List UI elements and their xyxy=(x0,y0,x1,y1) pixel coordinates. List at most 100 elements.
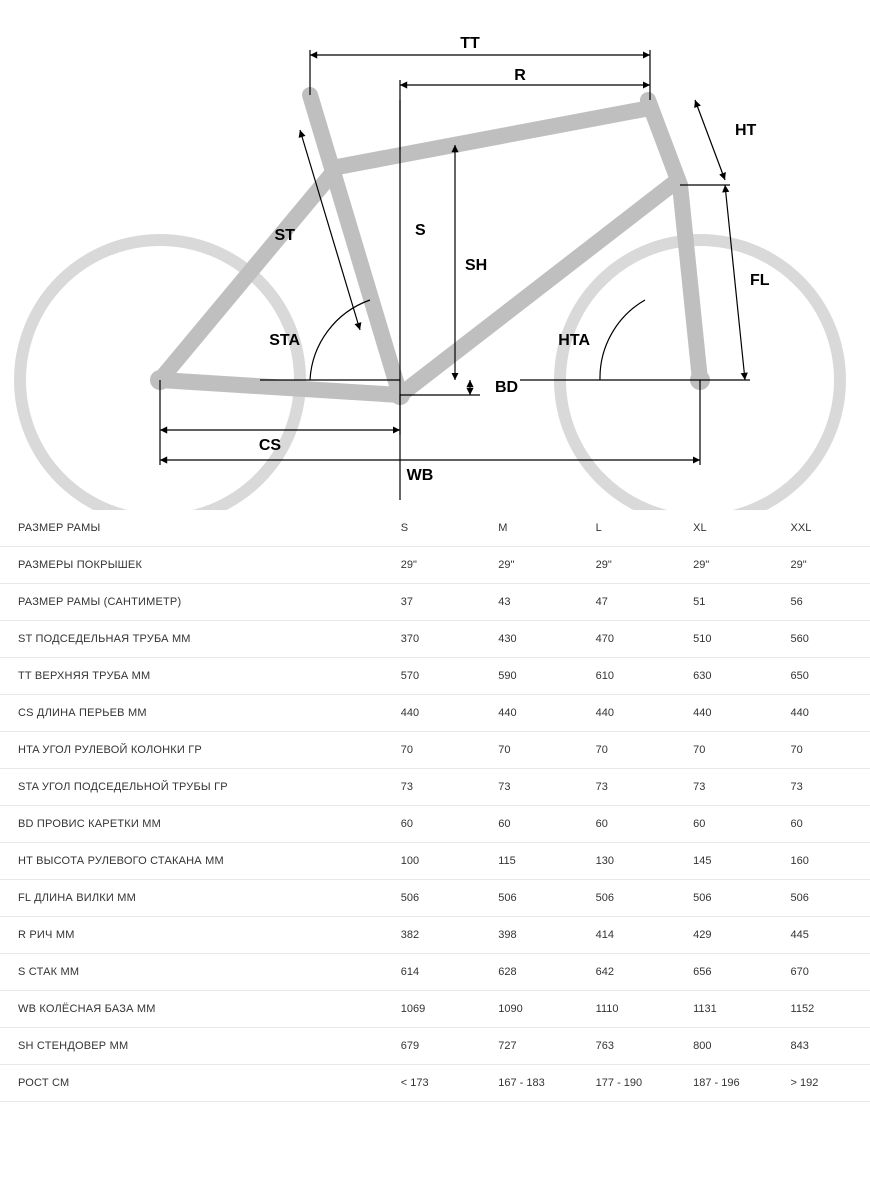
table-row: FL ДЛИНА ВИЛКИ ММ506506506506506 xyxy=(0,880,870,917)
row-value: 506 xyxy=(578,880,675,917)
row-value: 56 xyxy=(773,584,870,621)
row-value: 60 xyxy=(773,806,870,843)
row-value: 506 xyxy=(480,880,577,917)
row-value: 60 xyxy=(383,806,480,843)
row-label: FL ДЛИНА ВИЛКИ ММ xyxy=(0,880,383,917)
row-value: 679 xyxy=(383,1028,480,1065)
row-value: 470 xyxy=(578,621,675,658)
row-label: S СТАК ММ xyxy=(0,954,383,991)
row-value: 73 xyxy=(578,769,675,806)
row-value: 70 xyxy=(383,732,480,769)
table-row: SH СТЕНДОВЕР ММ679727763800843 xyxy=(0,1028,870,1065)
row-value: 656 xyxy=(675,954,772,991)
table-row: HTA УГОЛ РУЛЕВОЙ КОЛОНКИ ГР7070707070 xyxy=(0,732,870,769)
row-label: РАЗМЕРЫ ПОКРЫШЕК xyxy=(0,547,383,584)
label-sta: STA xyxy=(269,332,300,349)
row-value: 70 xyxy=(578,732,675,769)
header-size-2: L xyxy=(578,510,675,547)
table-row: ST ПОДСЕДЕЛЬНАЯ ТРУБА ММ370430470510560 xyxy=(0,621,870,658)
row-value: 1131 xyxy=(675,991,772,1028)
row-label: CS ДЛИНА ПЕРЬЕВ ММ xyxy=(0,695,383,732)
label-st: ST xyxy=(275,227,296,244)
label-wb: WB xyxy=(407,467,434,484)
row-value: 73 xyxy=(773,769,870,806)
row-value: 70 xyxy=(773,732,870,769)
row-value: 100 xyxy=(383,843,480,880)
row-value: 60 xyxy=(675,806,772,843)
geometry-table-header-row: РАЗМЕР РАМЫ S M L XL XXL xyxy=(0,510,870,547)
row-value: 115 xyxy=(480,843,577,880)
row-label: SH СТЕНДОВЕР ММ xyxy=(0,1028,383,1065)
row-value: 70 xyxy=(480,732,577,769)
row-value: > 192 xyxy=(773,1065,870,1102)
row-value: 130 xyxy=(578,843,675,880)
row-value: 445 xyxy=(773,917,870,954)
row-value: 43 xyxy=(480,584,577,621)
label-ht: HT xyxy=(735,122,757,139)
row-value: 630 xyxy=(675,658,772,695)
row-label: HT ВЫСОТА РУЛЕВОГО СТАКАНА ММ xyxy=(0,843,383,880)
row-value: 398 xyxy=(480,917,577,954)
row-label: HTA УГОЛ РУЛЕВОЙ КОЛОНКИ ГР xyxy=(0,732,383,769)
label-sh: SH xyxy=(465,257,487,274)
row-value: 440 xyxy=(480,695,577,732)
header-label: РАЗМЕР РАМЫ xyxy=(0,510,383,547)
row-value: 800 xyxy=(675,1028,772,1065)
geometry-diagram: TT R HT FL HTA BD WB CS STA ST S SH xyxy=(0,0,870,510)
row-value: 440 xyxy=(675,695,772,732)
row-value: 440 xyxy=(383,695,480,732)
header-size-1: M xyxy=(480,510,577,547)
table-row: CS ДЛИНА ПЕРЬЕВ ММ440440440440440 xyxy=(0,695,870,732)
row-value: 29" xyxy=(480,547,577,584)
row-value: < 173 xyxy=(383,1065,480,1102)
label-r: R xyxy=(514,67,526,84)
row-value: 73 xyxy=(675,769,772,806)
row-label: R РИЧ ММ xyxy=(0,917,383,954)
table-row: РАЗМЕР РАМЫ (САНТИМЕТР)3743475156 xyxy=(0,584,870,621)
row-value: 29" xyxy=(675,547,772,584)
row-value: 29" xyxy=(383,547,480,584)
label-hta: HTA xyxy=(558,332,590,349)
row-value: 29" xyxy=(578,547,675,584)
label-fl: FL xyxy=(750,272,770,289)
table-row: РОСТ СМ< 173167 - 183177 - 190187 - 196>… xyxy=(0,1065,870,1102)
row-value: 1152 xyxy=(773,991,870,1028)
bike-frame xyxy=(160,95,700,395)
row-value: 1090 xyxy=(480,991,577,1028)
row-value: 510 xyxy=(675,621,772,658)
row-label: РОСТ СМ xyxy=(0,1065,383,1102)
row-value: 650 xyxy=(773,658,870,695)
table-row: BD ПРОВИС КАРЕТКИ ММ6060606060 xyxy=(0,806,870,843)
header-size-0: S xyxy=(383,510,480,547)
row-value: 187 - 196 xyxy=(675,1065,772,1102)
table-row: HT ВЫСОТА РУЛЕВОГО СТАКАНА ММ10011513014… xyxy=(0,843,870,880)
header-size-4: XXL xyxy=(773,510,870,547)
row-value: 628 xyxy=(480,954,577,991)
row-value: 610 xyxy=(578,658,675,695)
row-value: 73 xyxy=(383,769,480,806)
row-value: 440 xyxy=(773,695,870,732)
row-value: 506 xyxy=(675,880,772,917)
row-value: 29" xyxy=(773,547,870,584)
table-row: STA УГОЛ ПОДСЕДЕЛЬНОЙ ТРУБЫ ГР7373737373 xyxy=(0,769,870,806)
row-label: STA УГОЛ ПОДСЕДЕЛЬНОЙ ТРУБЫ ГР xyxy=(0,769,383,806)
table-row: S СТАК ММ614628642656670 xyxy=(0,954,870,991)
label-s: S xyxy=(415,222,426,239)
row-value: 570 xyxy=(383,658,480,695)
row-value: 160 xyxy=(773,843,870,880)
row-value: 642 xyxy=(578,954,675,991)
label-tt: TT xyxy=(460,35,480,52)
row-value: 51 xyxy=(675,584,772,621)
row-value: 370 xyxy=(383,621,480,658)
row-value: 614 xyxy=(383,954,480,991)
table-row: РАЗМЕРЫ ПОКРЫШЕК29"29"29"29"29" xyxy=(0,547,870,584)
row-value: 506 xyxy=(383,880,480,917)
row-value: 560 xyxy=(773,621,870,658)
row-label: WB КОЛЁСНАЯ БАЗА ММ xyxy=(0,991,383,1028)
row-value: 429 xyxy=(675,917,772,954)
row-value: 727 xyxy=(480,1028,577,1065)
label-bd: BD xyxy=(495,379,518,396)
row-value: 1069 xyxy=(383,991,480,1028)
row-label: BD ПРОВИС КАРЕТКИ ММ xyxy=(0,806,383,843)
row-value: 145 xyxy=(675,843,772,880)
